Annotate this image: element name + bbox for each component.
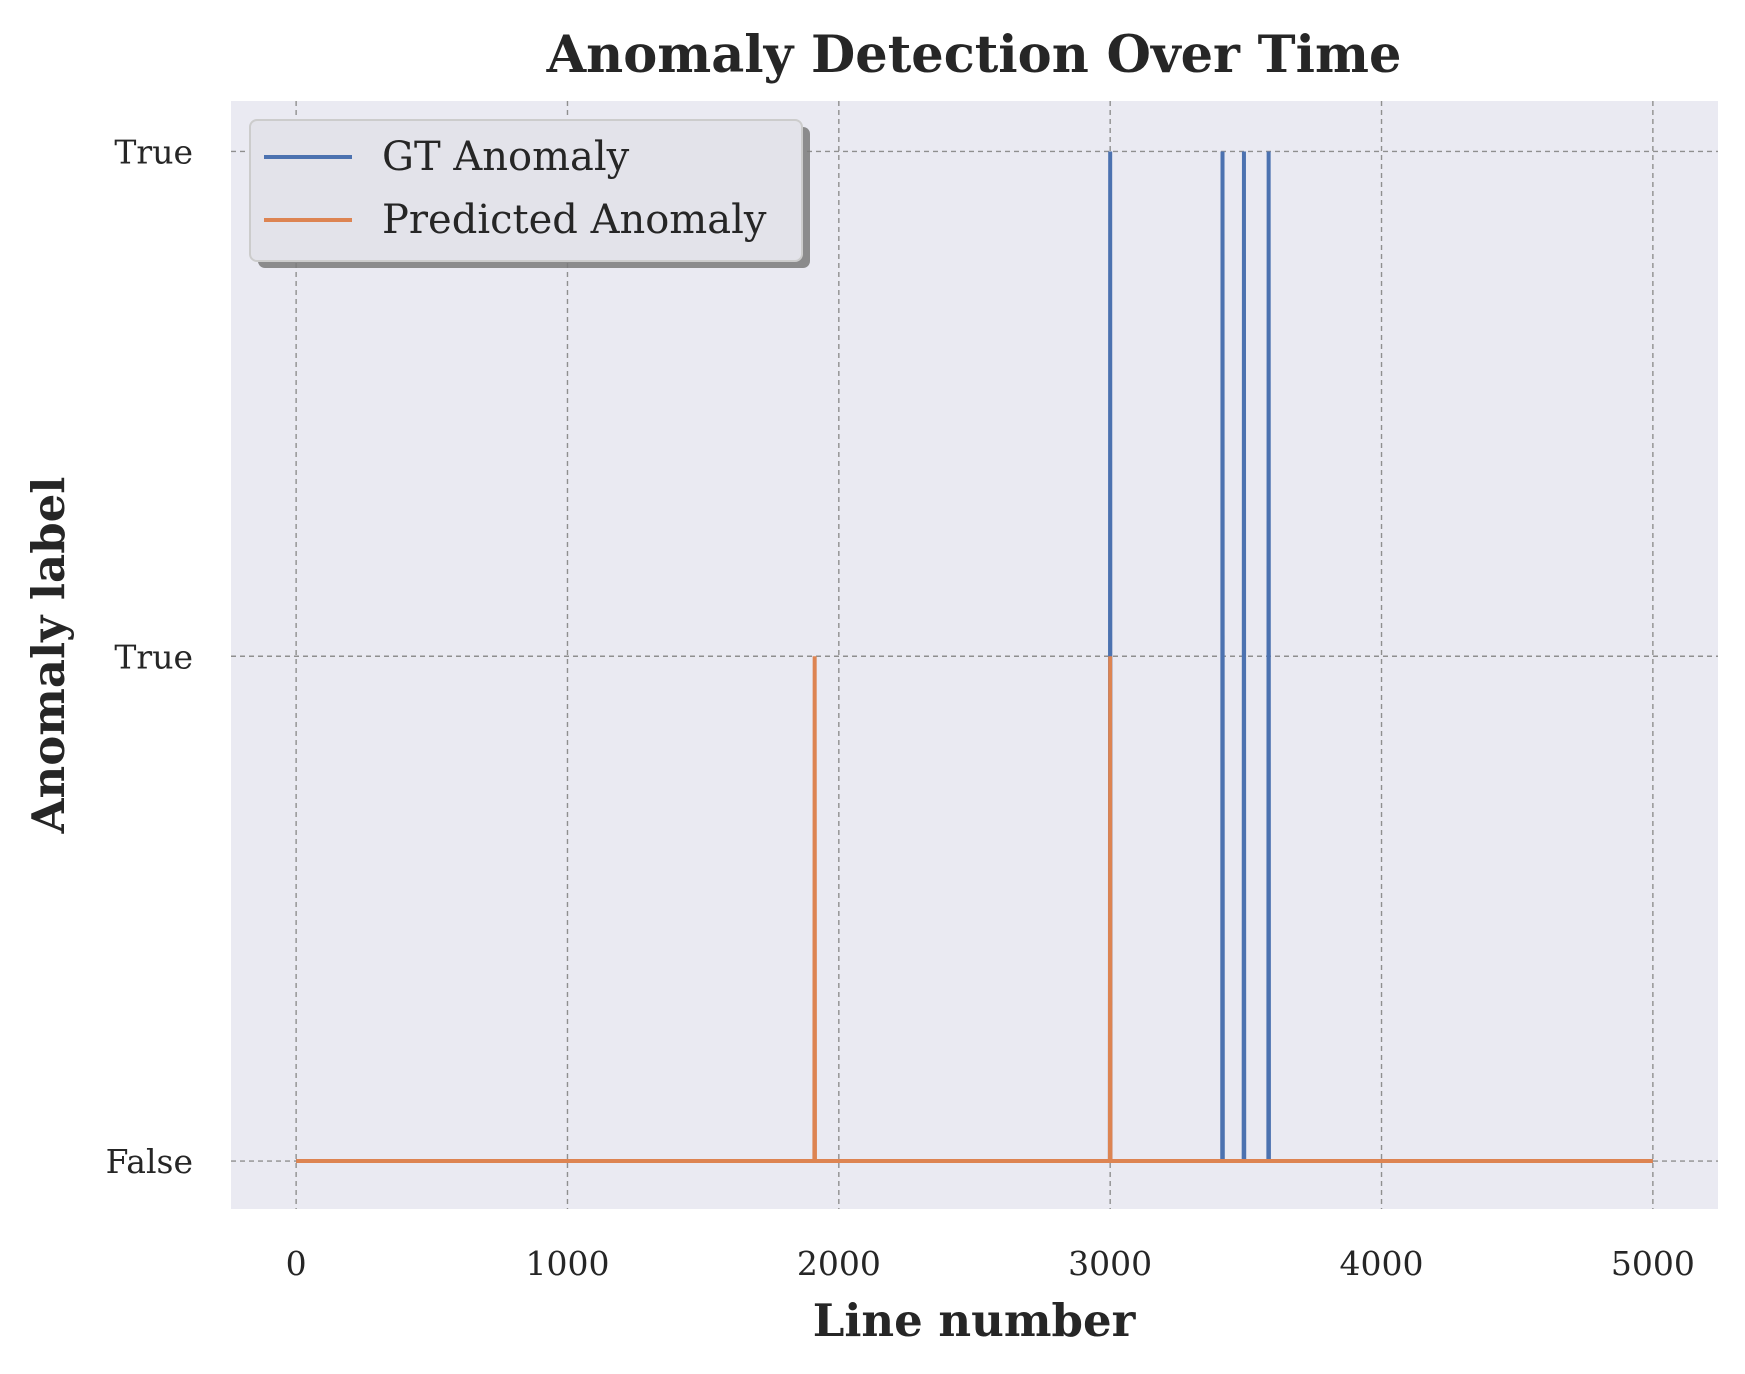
x-tick-labels: 0 1000 2000 3000 4000 5000 <box>286 1244 1695 1283</box>
legend-box <box>249 119 803 262</box>
x-tick-label: 3000 <box>1068 1244 1152 1283</box>
y-tick-labels: False True True <box>106 132 193 1181</box>
series-line-predicted-anomaly <box>296 656 1653 1164</box>
x-axis-label: Line number <box>813 1294 1137 1347</box>
y-tick-label: True <box>114 132 193 171</box>
chart-title: Anomaly Detection Over Time <box>546 25 1402 85</box>
y-tick-label: True <box>114 637 193 676</box>
x-tick-label: 4000 <box>1340 1244 1424 1283</box>
series-group <box>296 151 1653 1164</box>
x-tick-label: 0 <box>286 1244 307 1283</box>
x-tick-label: 5000 <box>1611 1244 1695 1283</box>
plot-background <box>231 101 1718 1209</box>
y-tick-label: False <box>106 1142 193 1181</box>
y-axis-label: Anomaly label <box>22 477 75 835</box>
legend: GT Anomaly Predicted Anomaly <box>249 119 810 268</box>
x-tick-label: 1000 <box>525 1244 609 1283</box>
x-tick-label: 2000 <box>797 1244 881 1283</box>
legend-label-gt-anomaly: GT Anomaly <box>382 134 630 180</box>
legend-label-predicted-anomaly: Predicted Anomaly <box>382 197 767 243</box>
